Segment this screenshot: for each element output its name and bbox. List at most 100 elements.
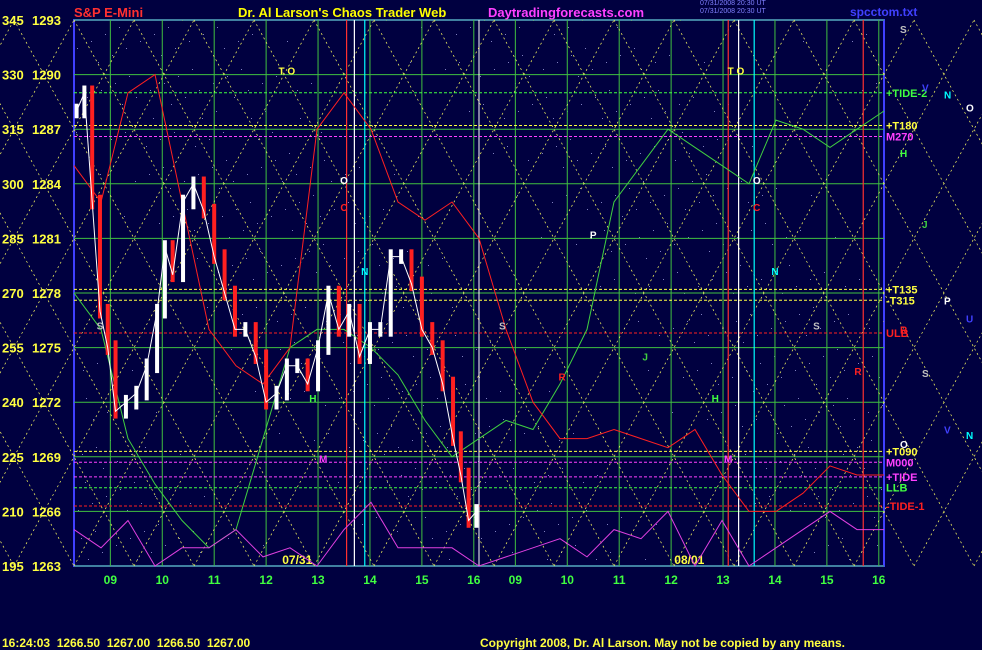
grid-dot [868, 412, 869, 413]
grid-dot [605, 146, 606, 147]
level-label: +T090 [886, 446, 918, 458]
grid-dot [672, 412, 673, 413]
grid-dot [437, 398, 438, 399]
price-bar [134, 385, 139, 410]
time-marker-label: T O [728, 67, 745, 78]
grid-dot [712, 279, 713, 280]
level-label: +T135 [886, 284, 918, 296]
grid-dot [649, 286, 650, 287]
grid-dot [519, 27, 520, 28]
grid-dot [678, 188, 679, 189]
grid-dot [175, 48, 176, 49]
planet-label: N [944, 91, 951, 102]
grid-dot [392, 342, 393, 343]
time-marker-label: J [642, 352, 648, 363]
grid-dot [289, 153, 290, 154]
lattice-line [373, 19, 675, 567]
planet-label: S [922, 369, 929, 380]
planet-label: N [966, 431, 973, 442]
grid-dot [92, 503, 93, 504]
grid-dot [818, 496, 819, 497]
grid-dot [602, 118, 603, 119]
price-bar [284, 358, 289, 401]
grid-dot [494, 69, 495, 70]
grid-dot [122, 104, 123, 105]
grid-dot [688, 237, 689, 238]
grid-dot [660, 251, 661, 252]
price-bar [347, 303, 352, 337]
hour-tick-label: 14 [363, 573, 377, 587]
grid-dot [150, 90, 151, 91]
grid-dot [362, 524, 363, 525]
grid-dot [464, 468, 465, 469]
grid-dot [562, 468, 563, 469]
grid-dot [179, 538, 180, 539]
degree-tick-label: 285 [2, 231, 24, 246]
price-tick-label: 1290 [32, 68, 61, 83]
grid-dot [350, 363, 351, 364]
grid-dot [305, 307, 306, 308]
grid-dot [488, 510, 489, 511]
grid-dot [383, 209, 384, 210]
price-bar [336, 285, 341, 337]
grid-dot [184, 181, 185, 182]
grid-dot [590, 237, 591, 238]
grid-dot [436, 482, 437, 483]
grid-dot [847, 398, 848, 399]
grid-dot [483, 104, 484, 105]
grid-dot [149, 174, 150, 175]
grid-dot [853, 503, 854, 504]
level-label: M000 [886, 457, 914, 469]
grid-dot [663, 279, 664, 280]
grid-dot [140, 41, 141, 42]
grid-dot [387, 482, 388, 483]
grid-dot [558, 524, 559, 525]
grid-dot [103, 468, 104, 469]
site-link[interactable]: Daytradingforecasts.com [488, 5, 645, 20]
grid-dot [161, 55, 162, 56]
grid-dot [334, 209, 335, 210]
grid-dot [674, 244, 675, 245]
price-bar [201, 176, 206, 219]
grid-dot [417, 300, 418, 301]
grid-dot [508, 62, 509, 63]
time-marker-label: O [753, 176, 761, 187]
grid-dot [762, 195, 763, 196]
grid-dot [578, 76, 579, 77]
grid-dot [833, 405, 834, 406]
grid-dot [495, 531, 496, 532]
price-tick-label: 1269 [32, 450, 61, 465]
planet-label: U [966, 314, 973, 325]
grid-dot [398, 447, 399, 448]
grid-dot [566, 195, 567, 196]
grid-dot [432, 538, 433, 539]
grid-dot [204, 496, 205, 497]
price-bar [155, 303, 160, 374]
grid-dot [717, 139, 718, 140]
grid-dot [534, 482, 535, 483]
grid-dot [401, 475, 402, 476]
grid-dot [805, 419, 806, 420]
grid-dot [801, 475, 802, 476]
grid-dot [707, 419, 708, 420]
planet-label: R [900, 325, 908, 336]
grid-dot [263, 545, 264, 546]
lattice-line [193, 19, 495, 567]
grid-dot [753, 391, 754, 392]
grid-dot [365, 272, 366, 273]
grid-dot [606, 62, 607, 63]
grid-dot [372, 244, 373, 245]
grid-dot [363, 440, 364, 441]
time-marker-label: H [309, 394, 316, 405]
grid-dot [583, 482, 584, 483]
grid-dot [407, 251, 408, 252]
price-bar [274, 385, 279, 410]
grid-dot [615, 195, 616, 196]
grid-dot [727, 188, 728, 189]
grid-dot [799, 314, 800, 315]
grid-dot [640, 153, 641, 154]
grid-dot [115, 83, 116, 84]
grid-dot [876, 83, 877, 84]
grid-dot [281, 265, 282, 266]
price-tick-label: 1263 [32, 559, 61, 574]
